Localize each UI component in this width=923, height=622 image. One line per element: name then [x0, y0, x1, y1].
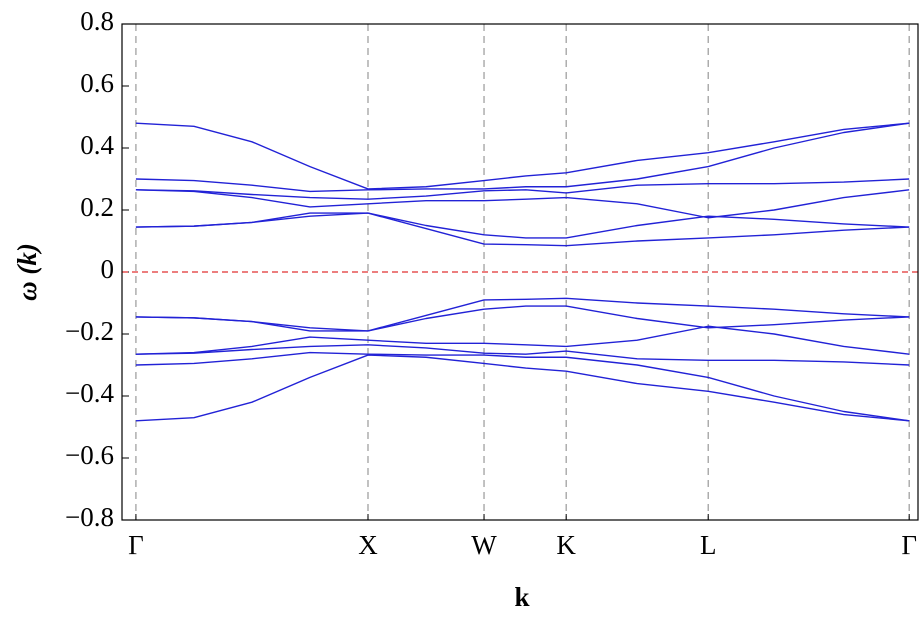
band-line: [135, 189, 910, 219]
band-line: [135, 325, 910, 355]
x-tick-label: Γ: [901, 530, 917, 560]
x-tick-label: Γ: [128, 530, 144, 560]
x-tick-label: K: [556, 530, 576, 560]
band-line: [135, 344, 910, 366]
band-line: [135, 122, 910, 193]
y-axis-label: ω (k): [12, 243, 42, 301]
y-tick-label: 0.6: [80, 68, 114, 98]
band-line: [135, 351, 910, 422]
y-tick-label: −0.8: [65, 502, 114, 532]
x-axis-label: k: [514, 582, 529, 612]
plot-frame: [121, 23, 919, 521]
band-line: [135, 122, 910, 190]
y-tick-label: 0.8: [80, 6, 114, 36]
band-line: [135, 354, 910, 422]
band-line: [135, 212, 910, 247]
y-tick-label: 0.4: [80, 130, 114, 160]
y-tick-label: 0.2: [80, 192, 114, 222]
y-tick-label: −0.4: [65, 378, 114, 408]
band-line: [135, 178, 910, 200]
band-line: [135, 297, 910, 332]
x-tick-label: L: [700, 530, 717, 560]
y-tick-label: −0.6: [65, 440, 114, 470]
x-tick-label: W: [471, 530, 497, 560]
y-tick-label: −0.2: [65, 316, 114, 346]
x-tick-label: X: [358, 530, 378, 560]
y-tick-label: 0: [101, 254, 115, 284]
